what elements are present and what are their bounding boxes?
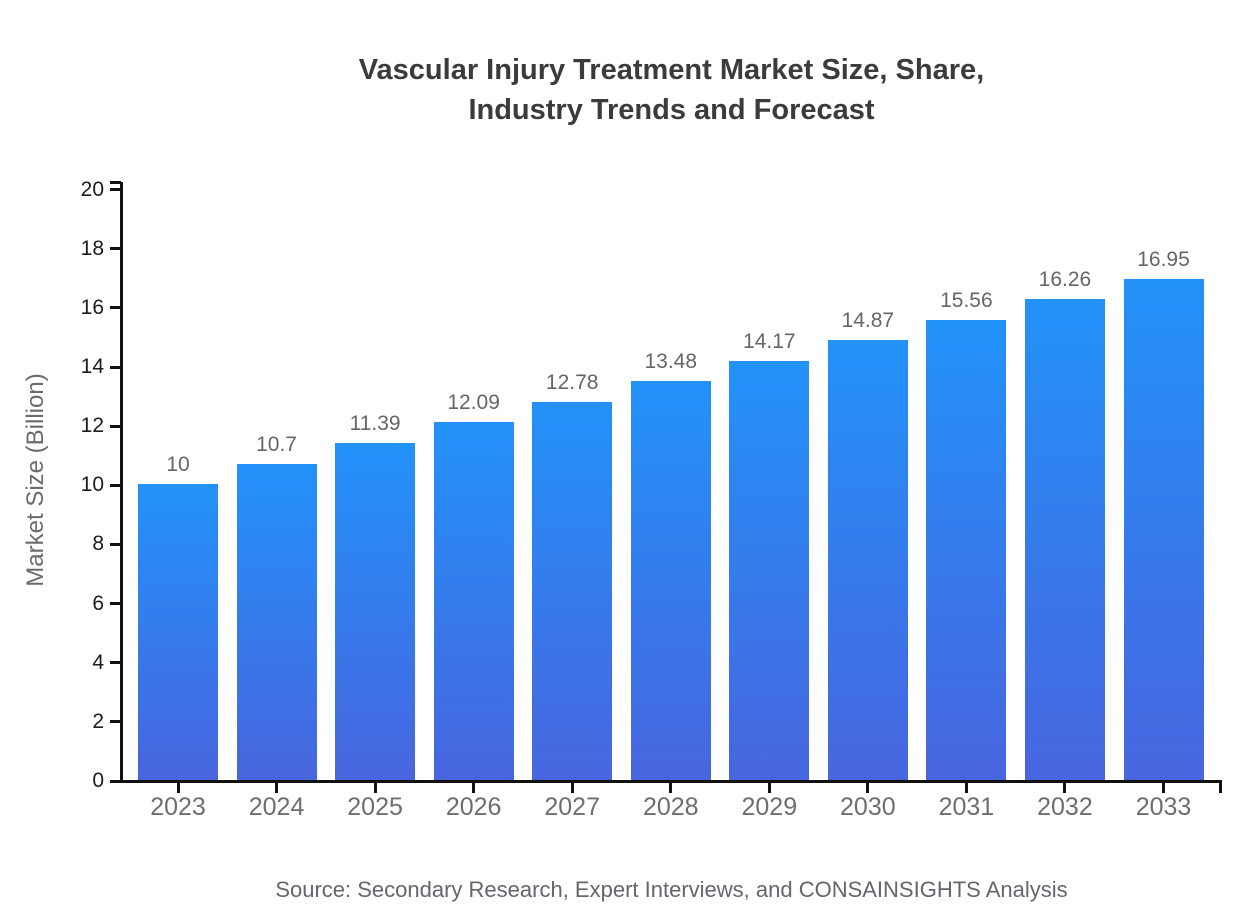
bar-value-label: 14.17 <box>743 330 796 353</box>
x-axis-tick <box>669 783 673 793</box>
x-axis-tick <box>570 783 574 793</box>
y-axis-tick-label: 20 <box>80 177 104 201</box>
bar-2033 <box>1123 279 1204 780</box>
x-axis-tick-label: 2030 <box>840 793 896 821</box>
chart-title-line-2: Industry Trends and Forecast <box>468 94 875 126</box>
x-axis-tick-label: 2027 <box>544 793 600 821</box>
x-axis-tick-label: 2025 <box>347 793 403 821</box>
x-axis-tick-label: 2024 <box>248 793 305 821</box>
bar-value-label: 13.48 <box>644 350 698 373</box>
bar-value-label: 16.95 <box>1137 248 1190 271</box>
bar-2025 <box>335 443 416 780</box>
bar-value-label: 11.39 <box>349 412 401 435</box>
x-axis-line <box>120 780 1222 783</box>
y-axis-tick-label: 18 <box>80 236 104 260</box>
bar-2029 <box>729 361 810 780</box>
bar-2026 <box>433 422 514 780</box>
x-axis-tick <box>275 783 279 793</box>
x-axis-tick <box>866 783 870 793</box>
bar-2030 <box>827 340 908 780</box>
chart-title-line-1: Vascular Injury Treatment Market Size, S… <box>358 54 985 86</box>
bar-value-label: 15.56 <box>940 289 993 312</box>
bar-2031 <box>926 320 1007 780</box>
y-axis-end-cap-tick <box>110 181 121 184</box>
bar-value-label: 12.78 <box>545 371 599 394</box>
y-axis-tick-label: 0 <box>92 769 104 792</box>
y-axis-tick-label: 6 <box>92 591 104 615</box>
y-axis-tick <box>110 661 121 665</box>
x-axis-tick-label: 2029 <box>741 793 798 821</box>
x-axis-tick <box>767 783 771 793</box>
y-axis-tick <box>110 779 121 783</box>
y-axis-tick-label: 2 <box>92 709 104 733</box>
x-axis-tick <box>964 783 968 793</box>
bar-value-label: 16.26 <box>1038 268 1092 291</box>
x-axis-tick-label: 2031 <box>938 793 995 821</box>
bar-2032 <box>1024 299 1105 780</box>
bar-2024 <box>236 464 317 780</box>
y-axis-tick <box>110 306 121 310</box>
y-axis-tick-label: 10 <box>80 473 104 497</box>
x-axis-tick <box>1063 783 1067 793</box>
bar-2023 <box>138 484 218 780</box>
x-axis-tick <box>472 783 476 793</box>
x-axis-tick-label: 2033 <box>1135 793 1192 821</box>
y-axis-tick <box>110 247 121 251</box>
x-axis-tick-label: 2026 <box>445 793 502 821</box>
x-axis-end-cap-tick <box>1219 783 1222 793</box>
x-axis-tick-label: 2023 <box>150 793 206 821</box>
y-axis-tick-label: 4 <box>92 650 104 674</box>
bar-2028 <box>630 381 711 780</box>
source-note: Source: Secondary Research, Expert Inter… <box>275 877 1068 902</box>
bar-value-label: 14.87 <box>841 309 895 332</box>
x-axis-tick <box>373 783 377 793</box>
y-axis-tick-label: 14 <box>80 355 104 379</box>
bar-value-label: 10.7 <box>256 433 297 456</box>
y-axis-tick <box>110 602 121 606</box>
y-axis-tick-label: 12 <box>80 414 104 438</box>
bar-value-label: 10 <box>166 453 190 476</box>
bar-value-label: 12.09 <box>447 391 500 414</box>
y-axis-tick-label: 16 <box>80 295 104 319</box>
y-axis-tick <box>110 365 121 369</box>
y-axis-tick <box>110 483 121 487</box>
x-axis-tick <box>176 783 180 793</box>
bar-2027 <box>532 402 613 780</box>
y-axis-tick <box>110 720 121 724</box>
y-axis-tick-label: 8 <box>92 532 104 556</box>
y-axis-tick <box>110 188 121 192</box>
x-axis-tick-label: 2032 <box>1037 793 1093 821</box>
y-axis-tick <box>110 542 121 546</box>
x-axis-tick-label: 2028 <box>642 793 699 821</box>
chart-title: Vascular Injury Treatment Market Size, S… <box>121 50 1222 130</box>
y-axis-line <box>120 182 123 783</box>
x-axis-tick <box>1162 783 1165 793</box>
y-axis-tick <box>110 424 121 428</box>
